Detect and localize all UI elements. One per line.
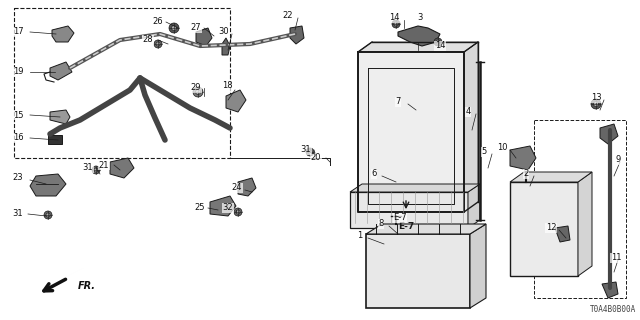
Text: T0A4B0B00A: T0A4B0B00A — [589, 305, 636, 314]
Circle shape — [92, 166, 100, 174]
Polygon shape — [464, 42, 478, 212]
Polygon shape — [602, 282, 618, 298]
Text: FR.: FR. — [78, 281, 96, 291]
Polygon shape — [468, 184, 480, 228]
Text: 29: 29 — [191, 84, 201, 92]
Circle shape — [236, 210, 240, 214]
Polygon shape — [555, 226, 570, 242]
Text: 14: 14 — [435, 42, 445, 51]
Circle shape — [308, 150, 312, 154]
Circle shape — [156, 42, 160, 46]
Bar — [378, 148, 454, 210]
Text: 31: 31 — [13, 210, 23, 219]
Text: 10: 10 — [497, 143, 508, 153]
Polygon shape — [578, 172, 592, 276]
Polygon shape — [366, 234, 470, 308]
Text: 1: 1 — [357, 231, 363, 241]
Text: 30: 30 — [219, 28, 229, 36]
Circle shape — [593, 101, 598, 107]
Text: 7: 7 — [396, 98, 401, 107]
Circle shape — [234, 208, 242, 216]
Polygon shape — [238, 178, 256, 196]
Polygon shape — [210, 196, 236, 216]
Text: 28: 28 — [143, 36, 154, 44]
Circle shape — [306, 148, 314, 156]
Text: 32: 32 — [223, 204, 234, 212]
Text: 31: 31 — [83, 164, 93, 172]
Polygon shape — [470, 224, 486, 308]
Bar — [534, 120, 626, 298]
Circle shape — [172, 26, 177, 30]
Polygon shape — [350, 192, 468, 228]
Polygon shape — [196, 28, 212, 46]
Text: 8: 8 — [378, 220, 384, 228]
Text: 31: 31 — [301, 146, 311, 155]
Text: 12: 12 — [546, 223, 556, 233]
Text: 27: 27 — [191, 23, 202, 33]
Text: E-7: E-7 — [398, 222, 414, 231]
Text: E-7: E-7 — [393, 213, 407, 222]
Circle shape — [195, 90, 200, 94]
Circle shape — [193, 87, 203, 97]
Text: 17: 17 — [13, 28, 23, 36]
Text: 21: 21 — [99, 161, 109, 170]
Text: 4: 4 — [465, 108, 470, 116]
Circle shape — [434, 38, 442, 46]
Text: 22: 22 — [283, 12, 293, 20]
Text: 3: 3 — [417, 13, 422, 22]
Circle shape — [94, 168, 98, 172]
Polygon shape — [110, 158, 134, 178]
Polygon shape — [366, 224, 486, 234]
Polygon shape — [222, 38, 230, 55]
Polygon shape — [48, 135, 62, 144]
Polygon shape — [50, 110, 70, 124]
Polygon shape — [30, 174, 66, 196]
Polygon shape — [600, 124, 618, 144]
Polygon shape — [50, 62, 72, 80]
Circle shape — [591, 99, 601, 109]
Polygon shape — [510, 172, 592, 182]
Polygon shape — [358, 52, 464, 212]
Circle shape — [44, 211, 52, 219]
Polygon shape — [510, 146, 536, 170]
Text: 19: 19 — [13, 68, 23, 76]
Text: 5: 5 — [481, 148, 486, 156]
Polygon shape — [350, 184, 480, 192]
Polygon shape — [510, 182, 578, 276]
Circle shape — [436, 40, 440, 44]
Text: 6: 6 — [371, 170, 377, 179]
Text: 18: 18 — [221, 82, 232, 91]
Text: 13: 13 — [591, 93, 602, 102]
Polygon shape — [290, 26, 304, 44]
Polygon shape — [52, 26, 74, 42]
Text: 15: 15 — [13, 110, 23, 119]
Text: 16: 16 — [13, 133, 23, 142]
Text: 20: 20 — [311, 154, 321, 163]
Polygon shape — [398, 26, 440, 46]
Circle shape — [46, 213, 50, 217]
Text: 14: 14 — [388, 13, 399, 22]
Polygon shape — [358, 42, 478, 52]
Text: 24: 24 — [232, 183, 243, 193]
Text: 26: 26 — [153, 18, 163, 27]
Polygon shape — [226, 90, 246, 112]
Text: 2: 2 — [524, 170, 529, 179]
Circle shape — [169, 23, 179, 33]
Bar — [14, 8, 230, 158]
Text: 25: 25 — [195, 204, 205, 212]
Text: 11: 11 — [611, 253, 621, 262]
Text: 9: 9 — [616, 156, 621, 164]
Circle shape — [394, 22, 398, 26]
Circle shape — [154, 40, 162, 48]
Text: 23: 23 — [13, 173, 23, 182]
Circle shape — [392, 20, 400, 28]
